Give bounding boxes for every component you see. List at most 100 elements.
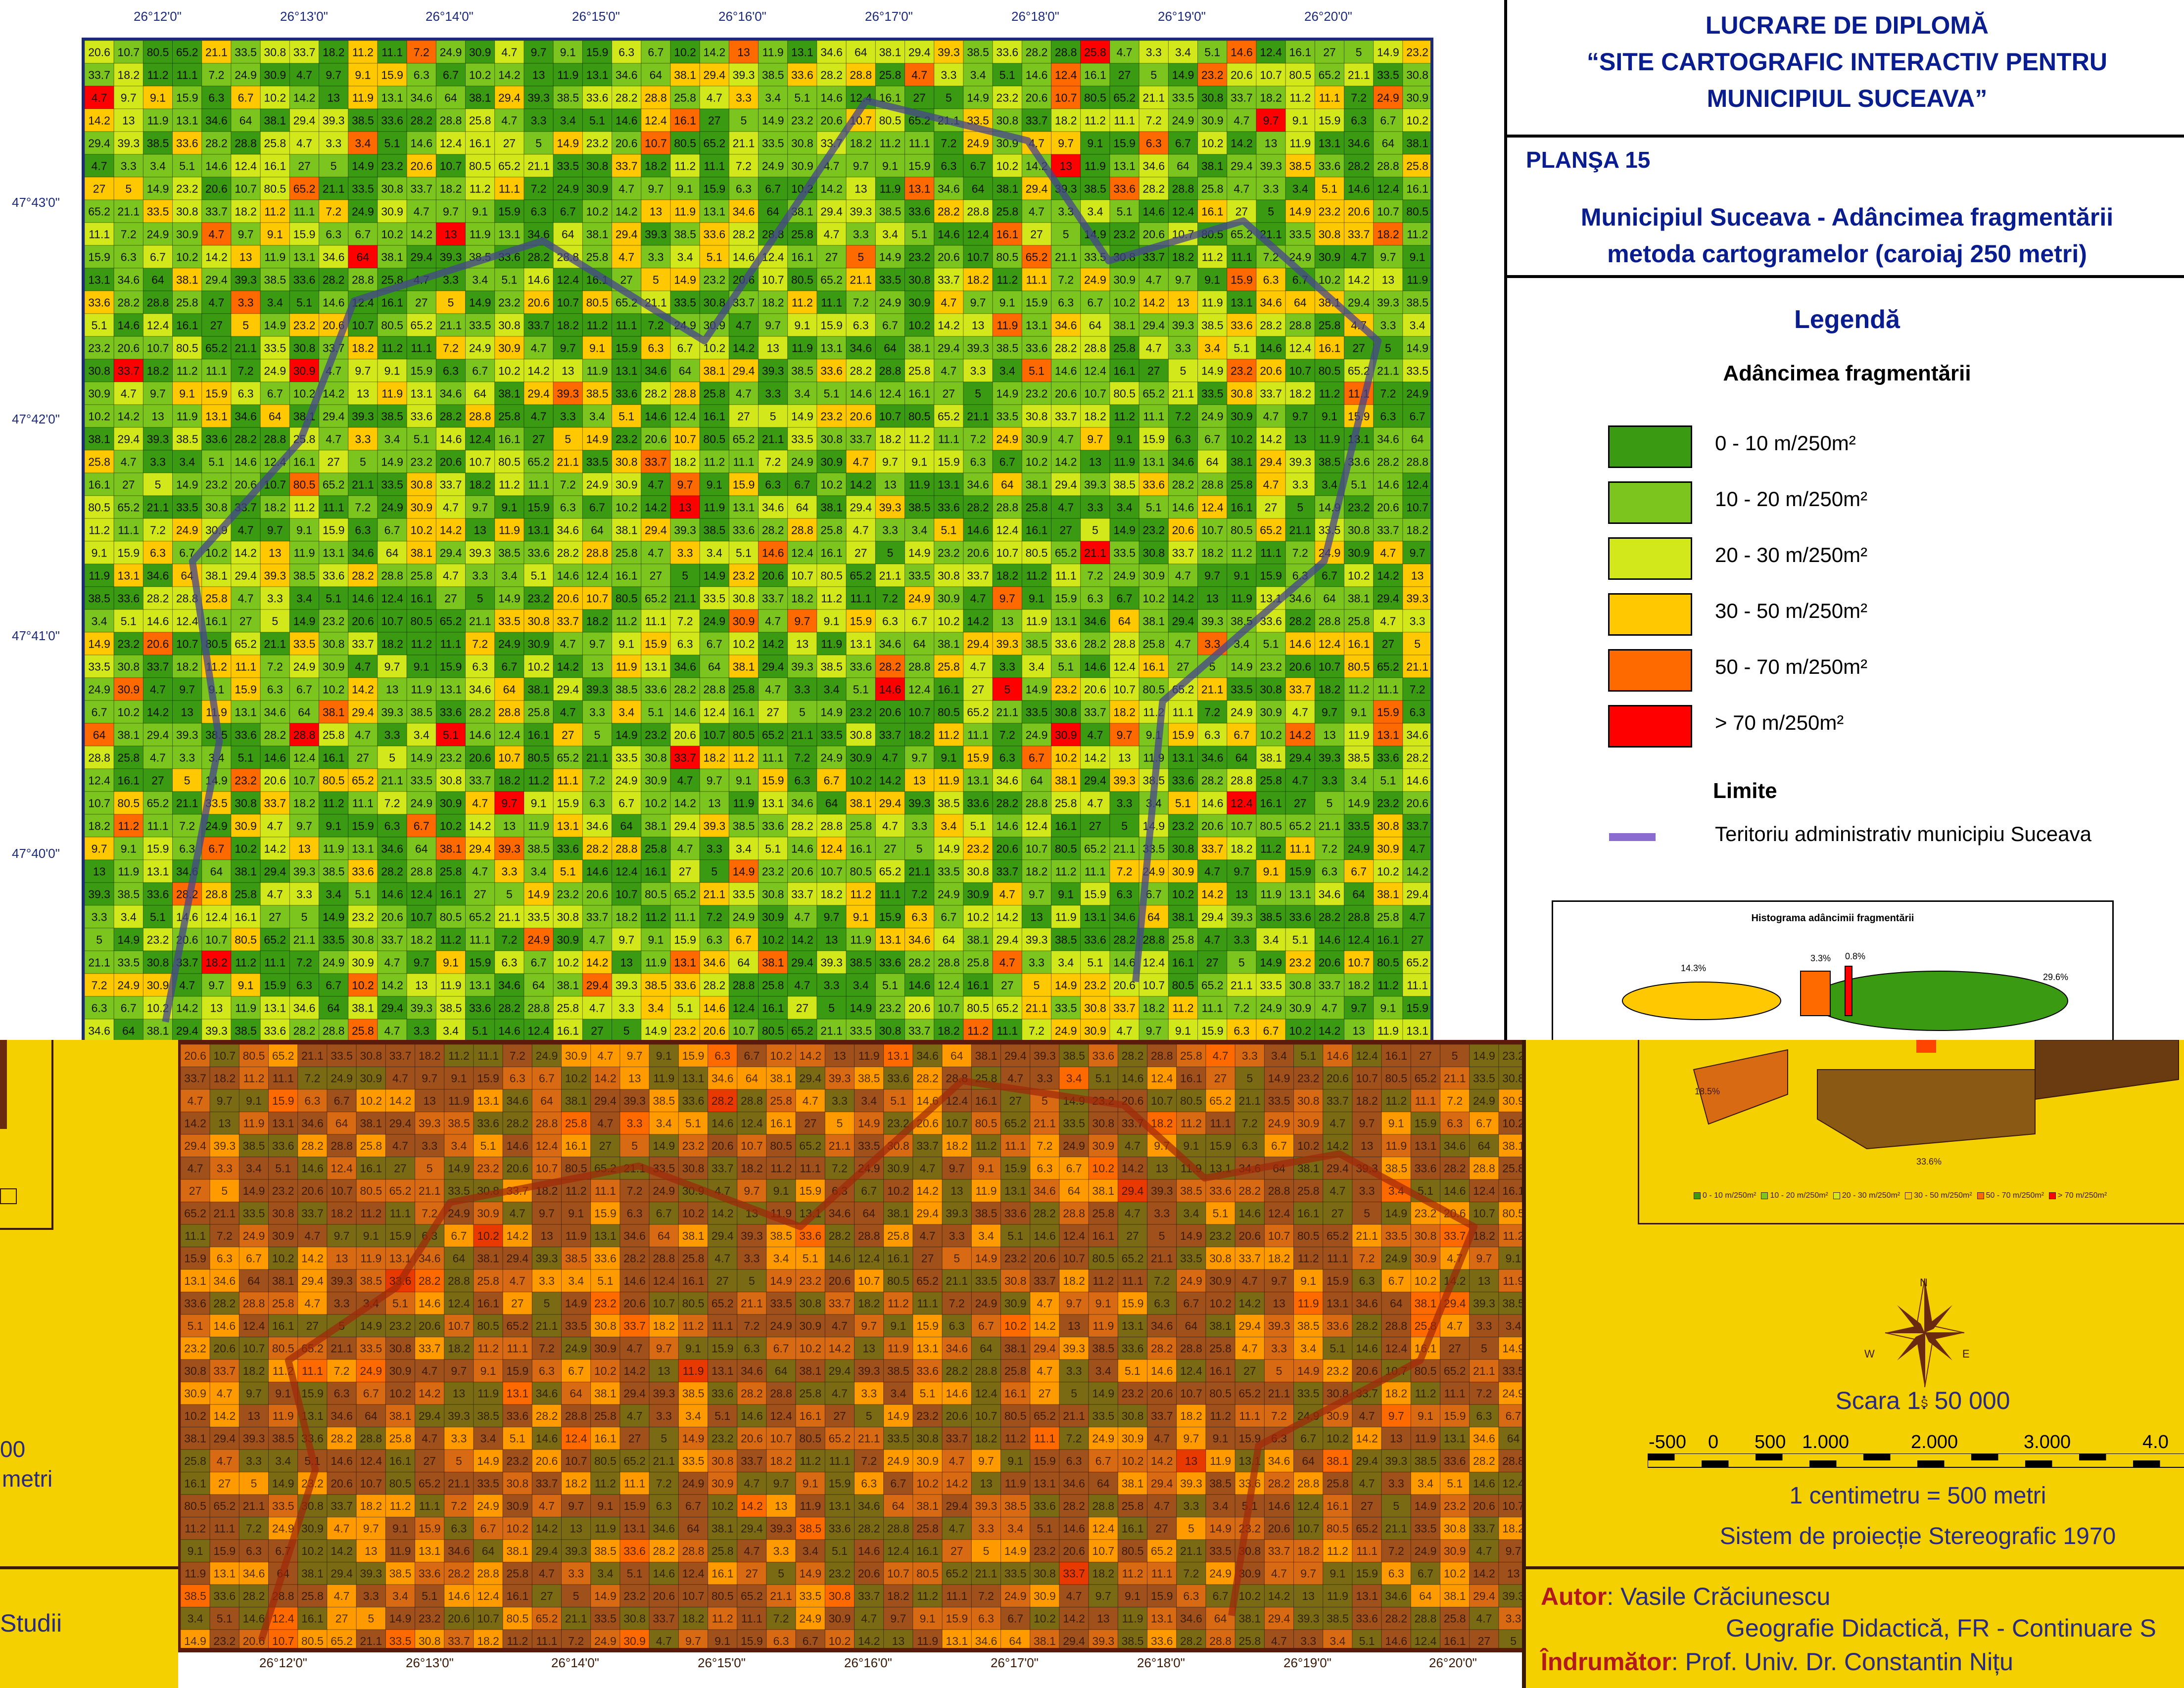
svg-text:11.1: 11.1 — [821, 296, 842, 309]
svg-text:38.1: 38.1 — [1201, 159, 1224, 172]
svg-text:24.9: 24.9 — [1260, 1001, 1282, 1014]
svg-text:16.1: 16.1 — [975, 1094, 997, 1107]
svg-text:33.7: 33.7 — [916, 1139, 939, 1152]
svg-text:11.1: 11.1 — [528, 478, 549, 491]
svg-text:6.3: 6.3 — [510, 1072, 525, 1084]
svg-text:3.3: 3.3 — [1234, 933, 1249, 946]
svg-text:14.2: 14.2 — [938, 319, 960, 331]
svg-text:39.3: 39.3 — [1231, 910, 1253, 923]
svg-text:27: 27 — [122, 478, 135, 491]
svg-text:13.1: 13.1 — [733, 501, 755, 514]
svg-text:3.4: 3.4 — [531, 865, 547, 878]
svg-text:11.2: 11.2 — [440, 933, 461, 946]
svg-text:30.8: 30.8 — [352, 933, 374, 946]
svg-text:10.2: 10.2 — [293, 387, 316, 400]
svg-text:39.3: 39.3 — [946, 1207, 968, 1219]
coordinate-label: 26°17'0" — [991, 1655, 1039, 1670]
svg-text:3.4: 3.4 — [1263, 933, 1279, 946]
svg-text:24.9: 24.9 — [147, 228, 169, 240]
svg-text:65.2: 65.2 — [323, 478, 345, 491]
svg-text:13: 13 — [1030, 910, 1043, 923]
svg-text:5: 5 — [857, 250, 864, 263]
svg-text:27: 27 — [913, 91, 926, 104]
svg-text:7.2: 7.2 — [443, 341, 459, 354]
svg-text:27: 27 — [972, 683, 985, 696]
svg-text:5: 5 — [1092, 523, 1098, 536]
svg-text:14.9: 14.9 — [674, 273, 696, 286]
svg-text:10.2: 10.2 — [850, 774, 872, 787]
svg-text:33.5: 33.5 — [147, 205, 169, 218]
svg-text:24.9: 24.9 — [733, 910, 755, 923]
svg-text:21.1: 21.1 — [205, 46, 228, 58]
svg-text:11.1: 11.1 — [1055, 569, 1077, 582]
svg-text:30.8: 30.8 — [1319, 228, 1341, 240]
svg-text:65.2: 65.2 — [703, 137, 725, 149]
svg-text:30.8: 30.8 — [967, 865, 989, 878]
svg-text:30.9: 30.9 — [616, 478, 638, 491]
svg-text:13: 13 — [151, 410, 164, 422]
svg-text:33.6: 33.6 — [762, 819, 784, 832]
svg-text:25.8: 25.8 — [733, 683, 755, 696]
svg-text:4.7: 4.7 — [618, 182, 634, 195]
svg-text:29.4: 29.4 — [1172, 614, 1194, 627]
svg-text:15.9: 15.9 — [586, 46, 609, 58]
svg-text:80.5: 80.5 — [235, 933, 257, 946]
svg-text:14.9: 14.9 — [967, 91, 989, 104]
svg-text:33.6: 33.6 — [1172, 774, 1194, 787]
svg-text:25.8: 25.8 — [117, 751, 140, 764]
svg-text:5: 5 — [1297, 501, 1303, 514]
svg-text:34.6: 34.6 — [616, 68, 638, 81]
svg-text:33.7: 33.7 — [389, 1049, 412, 1062]
svg-text:9.7: 9.7 — [589, 637, 605, 650]
svg-text:27: 27 — [599, 1139, 612, 1152]
svg-text:13.1: 13.1 — [616, 364, 638, 377]
svg-text:12.4: 12.4 — [820, 842, 843, 855]
svg-text:5: 5 — [1180, 364, 1187, 377]
svg-text:3.4: 3.4 — [1175, 46, 1191, 58]
svg-text:64: 64 — [327, 1001, 340, 1014]
svg-text:20.6: 20.6 — [1327, 1072, 1349, 1084]
svg-text:10.7: 10.7 — [791, 569, 813, 582]
svg-text:18.2: 18.2 — [419, 1049, 441, 1062]
svg-text:28.8: 28.8 — [703, 683, 725, 696]
svg-text:39.3: 39.3 — [176, 728, 198, 741]
svg-text:16.1: 16.1 — [1260, 797, 1282, 809]
svg-text:27: 27 — [327, 455, 340, 468]
svg-text:64: 64 — [1068, 1184, 1081, 1197]
title-line-2: “SITE CARTOGRAFIC INTERACTIV PENTRU — [1587, 48, 2107, 76]
svg-text:33.5: 33.5 — [1063, 1117, 1085, 1129]
svg-text:3.4: 3.4 — [824, 683, 840, 696]
svg-text:10.7: 10.7 — [586, 592, 609, 605]
svg-text:33.7: 33.7 — [762, 592, 784, 605]
svg-text:14.6: 14.6 — [1289, 637, 1311, 650]
svg-text:6.7: 6.7 — [501, 660, 517, 673]
svg-text:16.1: 16.1 — [1406, 182, 1428, 195]
svg-text:11.2: 11.2 — [360, 1207, 381, 1219]
svg-text:3.4: 3.4 — [1271, 1049, 1287, 1062]
svg-text:3.4: 3.4 — [1058, 956, 1074, 969]
svg-text:4.7: 4.7 — [531, 341, 547, 354]
svg-text:11.1: 11.1 — [264, 956, 285, 969]
svg-text:10.2: 10.2 — [360, 1094, 382, 1107]
svg-text:34.6: 34.6 — [733, 205, 755, 218]
svg-text:28.8: 28.8 — [147, 296, 169, 309]
svg-text:5.1: 5.1 — [648, 705, 664, 718]
svg-text:28.2: 28.2 — [235, 432, 257, 445]
svg-text:4.7: 4.7 — [882, 751, 898, 764]
svg-text:10.7: 10.7 — [1201, 523, 1224, 536]
svg-text:30.8: 30.8 — [1502, 1072, 1524, 1084]
svg-text:25.8: 25.8 — [938, 660, 960, 673]
svg-text:14.2: 14.2 — [498, 68, 521, 81]
svg-text:25.8: 25.8 — [1026, 501, 1048, 514]
svg-text:11.9: 11.9 — [1202, 296, 1223, 309]
svg-text:24.9: 24.9 — [235, 68, 257, 81]
svg-text:6.3: 6.3 — [1175, 432, 1191, 445]
svg-text:4.7: 4.7 — [1058, 432, 1074, 445]
svg-text:6.7: 6.7 — [589, 501, 605, 514]
svg-text:9.7: 9.7 — [707, 774, 722, 787]
svg-text:39.3: 39.3 — [293, 865, 316, 878]
svg-text:30.9: 30.9 — [586, 182, 609, 195]
svg-text:38.5: 38.5 — [762, 68, 784, 81]
svg-text:39.3: 39.3 — [1172, 319, 1194, 331]
svg-text:30.9: 30.9 — [323, 660, 345, 673]
